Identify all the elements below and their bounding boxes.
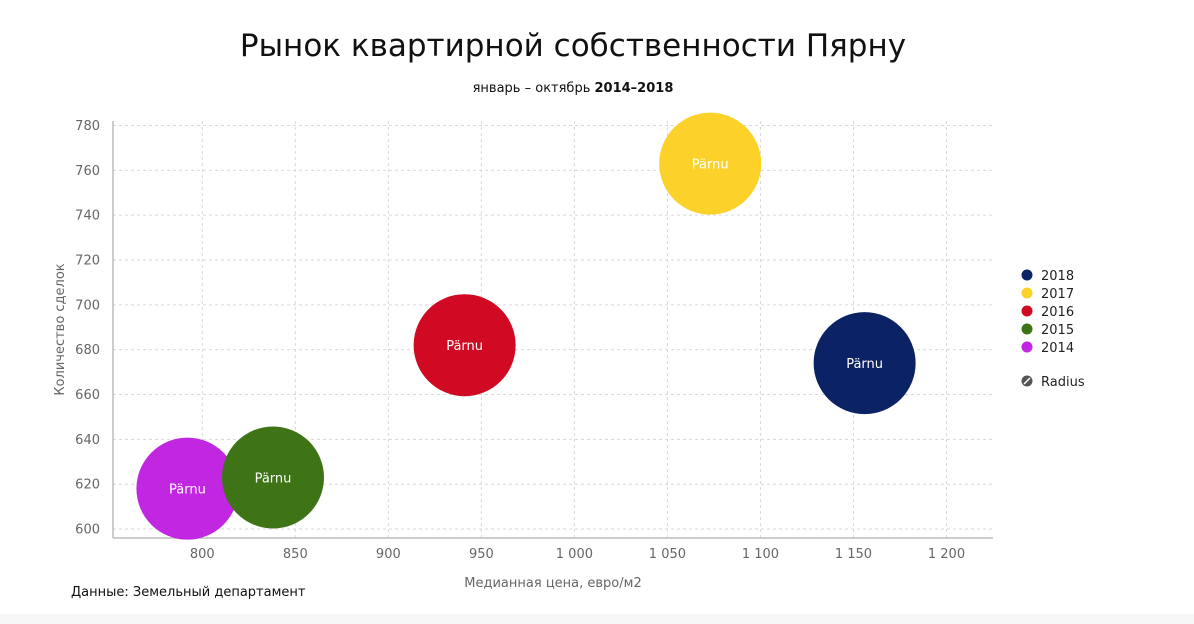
legend-label: 2015 [1041, 323, 1074, 338]
legend-marker [1021, 287, 1033, 299]
data-source: Данные: Земельный департамент [71, 585, 306, 600]
legend-marker [1021, 323, 1033, 335]
y-tick-label: 700 [75, 298, 100, 313]
x-tick-label: 1 000 [556, 547, 593, 562]
legend-label: 2016 [1041, 305, 1074, 320]
bubble-2017[interactable] [659, 112, 762, 215]
legend-item-2016[interactable]: 2016 [1021, 305, 1075, 320]
legend-marker [1021, 341, 1033, 353]
y-axis-label: Количество сделок [53, 263, 68, 395]
bubble-2014[interactable] [136, 437, 239, 540]
x-axis-label: Медианная цена, евро/м2 [464, 576, 641, 591]
y-tick-label: 620 [75, 478, 100, 493]
legend-label-radius: Radius [1041, 375, 1085, 390]
bubble-label-2014: Pärnu [169, 483, 206, 498]
radius-icon-slash [1023, 377, 1031, 385]
x-tick-label: 800 [190, 547, 215, 562]
y-tick-label: 760 [75, 164, 100, 179]
legend-item-2014[interactable]: 2014 [1021, 341, 1075, 356]
bubbles: Pärnu Pärnu Pärnu Pärnu Pärnu [136, 112, 916, 540]
bubble-label-2018: Pärnu [846, 357, 883, 372]
y-tick-label: 780 [75, 119, 100, 134]
legend-label: 2014 [1041, 341, 1074, 356]
bubble-2018[interactable] [813, 312, 916, 415]
y-tick-label: 640 [75, 433, 100, 448]
axes [112, 121, 993, 539]
bubble-label-2016: Pärnu [446, 339, 483, 354]
legend-item-2017[interactable]: 2017 [1021, 287, 1075, 302]
x-tick-label: 900 [376, 547, 401, 562]
y-tick-label: 600 [75, 523, 100, 538]
chart-title: Рынок квартирной собственности Пярну [239, 28, 907, 64]
legend-label: 2017 [1041, 287, 1074, 302]
x-tick-label: 1 200 [928, 547, 965, 562]
x-tick-label: 850 [283, 547, 308, 562]
subtitle-years: 2014–2018 [594, 81, 674, 96]
x-tick-label: 1 050 [649, 547, 686, 562]
y-tick-labels: 600 620 640 660 680 700 720 740 760 780 [75, 119, 100, 538]
legend-marker [1021, 269, 1033, 281]
legend-marker [1021, 305, 1033, 317]
x-tick-labels: 800 850 900 950 1 000 1 050 1 100 1 150 1 200 [190, 547, 965, 562]
bottom-strip [0, 614, 1194, 624]
bubble-2016[interactable] [413, 294, 516, 397]
x-tick-label: 950 [469, 547, 494, 562]
y-tick-label: 740 [75, 209, 100, 224]
bubble-label-2015: Pärnu [255, 471, 292, 486]
subtitle-prefix: январь – октябрь [472, 81, 595, 96]
legend: 2018 2017 2016 2015 2014 Radius [1021, 269, 1085, 390]
x-tick-label: 1 100 [742, 547, 779, 562]
bubble-2015[interactable] [222, 426, 324, 529]
legend-label: 2018 [1041, 269, 1074, 284]
y-tick-label: 720 [75, 254, 100, 269]
y-tick-label: 660 [75, 388, 100, 403]
x-tick-label: 1 150 [835, 547, 872, 562]
chart-subtitle: январь – октябрь 2014–2018 [0, 81, 1146, 96]
legend-item-2015[interactable]: 2015 [1021, 323, 1075, 338]
y-tick-label: 680 [75, 343, 100, 358]
legend-item-2018[interactable]: 2018 [1021, 269, 1075, 284]
legend-item-radius[interactable]: Radius [1021, 375, 1085, 390]
bubble-label-2017: Pärnu [692, 158, 729, 173]
